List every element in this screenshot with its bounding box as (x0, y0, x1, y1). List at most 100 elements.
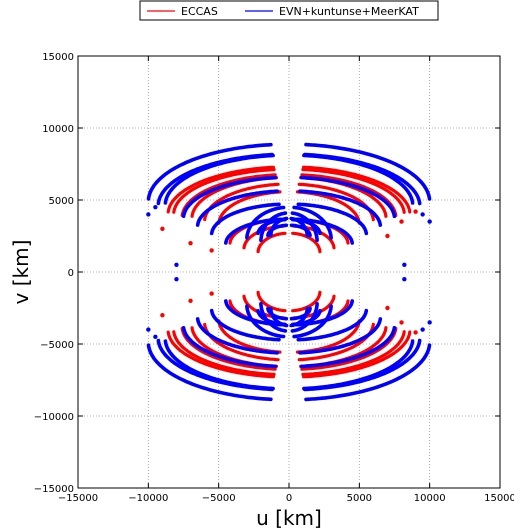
uv-point (146, 212, 151, 217)
uv-track (301, 330, 406, 377)
uv-point (420, 327, 425, 332)
uv-track (289, 306, 312, 321)
uv-point (413, 209, 418, 214)
legend-label-eccas: ECCAS (181, 5, 218, 18)
uv-track (299, 325, 397, 369)
grid (78, 56, 500, 488)
uv-track (256, 231, 287, 254)
uv-track (298, 317, 383, 355)
uv-point (174, 262, 179, 267)
uv-track (180, 173, 277, 218)
uv-track (163, 339, 275, 391)
uv-track (256, 217, 287, 235)
uv-point (160, 226, 165, 231)
legend: ECCAS EVN+kuntunse+MeerKAT (139, 0, 439, 21)
uv-track (224, 299, 283, 327)
y-tick-label: −5000 (40, 340, 74, 351)
data-layer (146, 142, 432, 402)
uv-track (266, 306, 289, 321)
uv-track (224, 217, 283, 245)
uv-track (299, 175, 397, 219)
uv-track (146, 142, 273, 201)
uv-track (146, 343, 273, 402)
uv-point (399, 219, 404, 224)
uv-track (291, 231, 322, 254)
uv-point (385, 305, 390, 311)
uv-track (294, 299, 354, 327)
y-tick-label: 5000 (49, 196, 74, 207)
y-tick-label: 15000 (42, 52, 74, 63)
x-tick-label: 0 (286, 493, 292, 504)
uv-track (302, 153, 415, 205)
ticks: −15000 −10000 −5000 0 5000 10000 15000 −15000 −1… (34, 52, 514, 504)
uv-track (195, 189, 279, 227)
uv-point (402, 277, 407, 282)
x-tick-label: 10000 (414, 493, 446, 504)
uv-track (294, 217, 354, 245)
uv-track (304, 142, 432, 201)
uv-track (266, 223, 289, 238)
uv-point (427, 320, 432, 325)
uv-track (245, 205, 286, 240)
uv-point (153, 334, 158, 339)
uv-track (180, 326, 277, 371)
series-evn-kuntunse-meerkat (146, 142, 432, 402)
x-tick-label: 5000 (347, 493, 372, 504)
y-tick-label: 10000 (42, 124, 74, 135)
uv-track (292, 205, 333, 240)
uv-track (256, 309, 287, 327)
uv-track (209, 308, 281, 342)
uv-track (289, 223, 312, 238)
uv-track (181, 175, 278, 218)
uv-point (427, 219, 432, 224)
legend-label-evn: EVN+kuntunse+MeerKAT (279, 5, 419, 18)
y-tick-label: −10000 (34, 412, 74, 423)
uv-track (298, 189, 383, 227)
uv-track (304, 343, 432, 402)
uv-point (402, 262, 407, 267)
uv-point (420, 212, 425, 217)
uv-track (166, 165, 275, 214)
x-tick-label: −15000 (58, 493, 98, 504)
x-tick-label: 15000 (484, 493, 514, 504)
uv-point (399, 320, 404, 325)
uv-point (385, 233, 390, 239)
uv-track (181, 326, 278, 369)
x-tick-label: −5000 (202, 493, 236, 504)
uv-track (296, 202, 369, 236)
uv-track (300, 173, 398, 218)
uv-track (195, 317, 279, 355)
uv-point (188, 241, 193, 246)
uv-point (146, 327, 151, 332)
uv-track (291, 290, 322, 313)
uv-point (209, 248, 214, 253)
y-tick-label: −15000 (34, 484, 74, 495)
uv-track (296, 308, 369, 342)
uv-track (300, 326, 398, 371)
uv-point (153, 205, 158, 210)
y-axis-label: v [km] (9, 240, 33, 305)
uv-track (163, 153, 275, 205)
uv-track (166, 330, 275, 379)
uv-track (292, 304, 333, 339)
uv-track (301, 167, 406, 214)
uv-track (302, 330, 412, 379)
x-axis-label: u [km] (256, 506, 322, 529)
legend-box (139, 0, 439, 21)
uv-track (209, 202, 281, 236)
uv-point (174, 277, 179, 282)
x-tick-label: −10000 (128, 493, 168, 504)
uv-track (172, 168, 276, 214)
uv-track (172, 330, 276, 376)
uv-point (209, 291, 214, 296)
uv-point (188, 298, 193, 303)
uv-track (256, 290, 287, 313)
uv-track (302, 339, 415, 391)
uv-track (290, 309, 322, 327)
uv-track (302, 165, 412, 214)
uv-point (160, 313, 165, 318)
uv-point (413, 330, 418, 335)
y-tick-label: 0 (68, 268, 74, 279)
uv-track (290, 217, 322, 235)
